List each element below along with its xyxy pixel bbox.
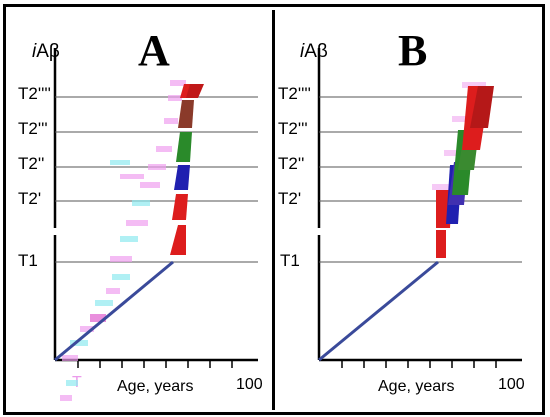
panel-a-letter: A <box>138 26 170 75</box>
panel-a-x-label: Age, years <box>117 378 194 395</box>
panel-a-level-t2-3: T2''' <box>18 119 48 138</box>
panel-a-level-t1: T1 <box>18 251 38 270</box>
panel-a-column <box>170 84 204 255</box>
panel-b-axes <box>317 48 522 368</box>
panel-a-level-t2-1: T2' <box>18 189 42 208</box>
panel-a-level-t2-4: T2'''' <box>18 84 51 103</box>
panel-a-level-lines <box>55 96 258 263</box>
panel-b-level-lines <box>319 96 522 263</box>
panel-divider <box>272 10 275 410</box>
panel-a-x-ticks <box>77 360 233 368</box>
panel-a-x-tick-100: 100 <box>236 376 263 393</box>
panel-a-level-t2-2: T2'' <box>18 154 45 173</box>
figure-border <box>3 4 545 415</box>
panel-b-level-t1: T1 <box>280 251 300 270</box>
panel-b-trajectory-line <box>318 260 439 362</box>
panel-b-level-t2-1: T2' <box>278 189 302 208</box>
panel-b-staircase <box>432 82 494 258</box>
panel-a-trajectory-line <box>54 260 174 362</box>
panel-b-x-ticks <box>341 360 497 368</box>
panel-a-faint-trail <box>60 80 186 401</box>
panel-b-x-label: Age, years <box>378 378 455 395</box>
panel-b-level-t2-2: T2'' <box>278 154 305 173</box>
panel-b-x-tick-100: 100 <box>498 376 525 393</box>
panel-b-level-t2-3: T2''' <box>278 119 308 138</box>
panel-b-level-t2-4: T2'''' <box>278 84 311 103</box>
panel-b-letter: B <box>398 26 428 75</box>
panel-a-axes <box>53 48 258 368</box>
panel-b-y-label: iAβ <box>300 41 328 62</box>
